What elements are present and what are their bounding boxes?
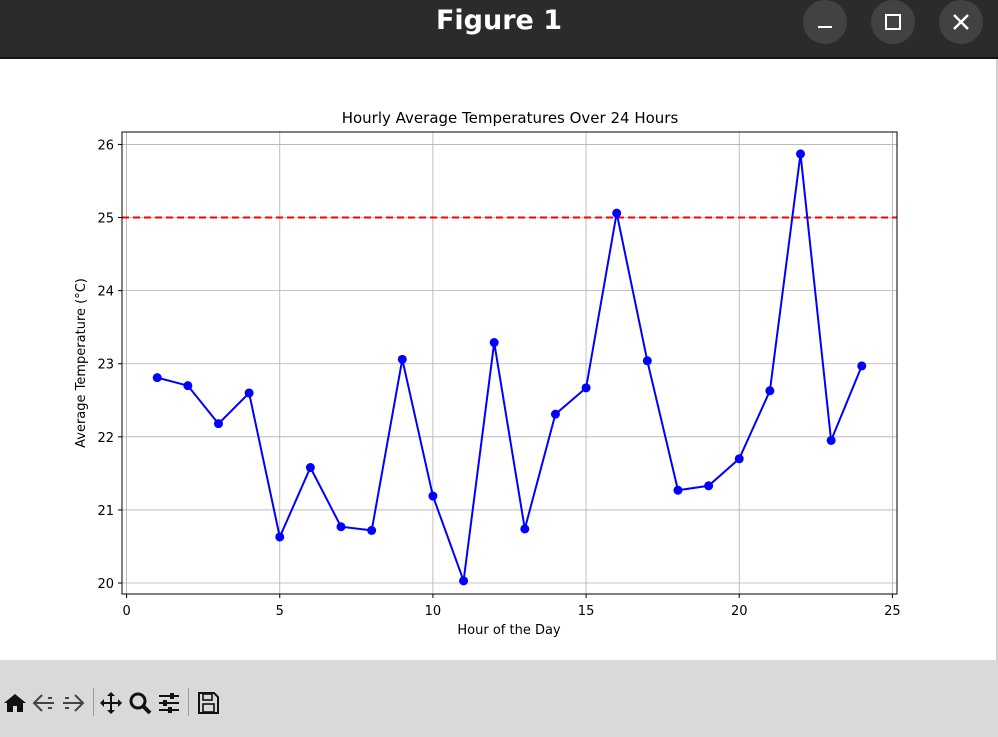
x-tick-label: 5 xyxy=(276,604,284,619)
y-tick-label: 24 xyxy=(97,285,114,300)
data-point xyxy=(183,381,193,391)
window-titlebar: Figure 1 xyxy=(0,0,998,59)
configure-subplots-button[interactable] xyxy=(156,690,182,716)
data-point xyxy=(612,208,622,218)
back-icon xyxy=(32,694,54,712)
y-axis-ticks: 20 21 22 23 24 25 26 xyxy=(97,138,122,592)
configure-subplots-icon xyxy=(159,693,179,713)
data-point xyxy=(275,532,285,542)
x-tick-label: 15 xyxy=(578,604,595,619)
line-chart: Hourly Average Temperatures Over 24 Hour… xyxy=(74,109,901,638)
y-tick-label: 20 xyxy=(97,577,114,592)
x-axis-label: Hour of the Day xyxy=(457,623,561,638)
data-point xyxy=(428,491,438,501)
series-line xyxy=(156,153,863,582)
x-axis-ticks: 0 5 10 15 20 25 xyxy=(122,594,901,619)
window-title: Figure 1 xyxy=(435,5,563,36)
data-point xyxy=(213,419,223,429)
data-point xyxy=(857,361,867,371)
data-point xyxy=(796,149,806,159)
x-tick-label: 10 xyxy=(425,604,442,619)
data-point xyxy=(367,525,377,535)
y-tick-label: 25 xyxy=(97,212,114,227)
forward-button[interactable] xyxy=(60,690,86,716)
zoom-button[interactable] xyxy=(127,690,153,716)
plot-area xyxy=(122,132,897,594)
navigation-toolbar xyxy=(0,660,998,737)
y-tick-label: 21 xyxy=(97,504,114,519)
y-axis-label: Average Temperature (°C) xyxy=(74,278,89,448)
pan-icon xyxy=(100,692,122,714)
chart-title: Hourly Average Temperatures Over 24 Hour… xyxy=(342,109,679,127)
y-tick-label: 23 xyxy=(97,358,114,373)
y-tick-label: 26 xyxy=(97,138,114,153)
data-point xyxy=(397,354,407,364)
data-point xyxy=(489,338,499,348)
data-point xyxy=(826,435,836,445)
data-point xyxy=(459,576,469,586)
minimize-button[interactable] xyxy=(803,0,847,44)
data-point xyxy=(581,383,591,393)
data-point xyxy=(520,524,530,534)
save-button[interactable] xyxy=(195,690,221,716)
grid-lines xyxy=(122,132,897,594)
data-point xyxy=(765,386,775,396)
data-point xyxy=(734,454,744,464)
save-icon xyxy=(198,692,219,714)
pan-button[interactable] xyxy=(98,690,124,716)
toolbar-separator xyxy=(93,688,94,716)
home-button[interactable] xyxy=(2,690,28,716)
data-point xyxy=(642,356,652,366)
data-point xyxy=(305,463,315,473)
plot-frame xyxy=(121,131,898,595)
data-point xyxy=(336,522,346,532)
zoom-icon xyxy=(129,692,152,715)
data-point xyxy=(673,485,683,495)
figure-canvas: Hourly Average Temperatures Over 24 Hour… xyxy=(0,59,998,660)
forward-icon xyxy=(63,694,85,712)
maximize-button[interactable] xyxy=(871,0,915,44)
minimize-icon xyxy=(818,26,832,28)
y-tick-label: 22 xyxy=(97,431,114,446)
data-point xyxy=(704,481,714,491)
close-button[interactable] xyxy=(939,0,983,44)
data-point xyxy=(152,373,162,383)
x-tick-label: 20 xyxy=(731,604,748,619)
x-tick-label: 25 xyxy=(884,604,901,619)
back-button[interactable] xyxy=(31,690,57,716)
data-point xyxy=(244,388,254,398)
home-icon xyxy=(4,694,26,712)
x-tick-label: 0 xyxy=(122,604,130,619)
series-markers xyxy=(152,149,867,586)
maximize-icon xyxy=(885,14,901,30)
data-point xyxy=(550,409,560,419)
close-icon xyxy=(953,14,969,30)
toolbar-separator xyxy=(188,688,189,716)
